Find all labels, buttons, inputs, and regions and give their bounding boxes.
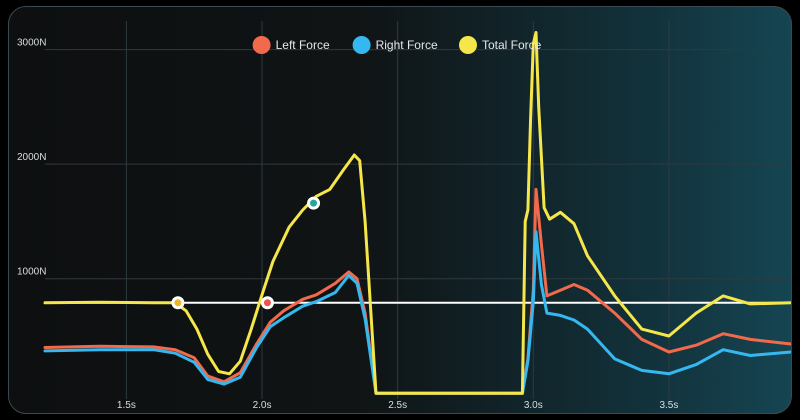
- legend-label: Left Force: [276, 38, 330, 52]
- event-markers: [171, 196, 321, 310]
- legend-swatch: [352, 36, 371, 54]
- series-lines: [43, 31, 791, 395]
- legend-swatch: [459, 36, 477, 54]
- series-line-right-force: [43, 230, 791, 395]
- y-tick-label: 1000N: [17, 267, 46, 278]
- force-chart: 1000N 2000N 3000N 1.5s 2.0s 2.5s 3.0s 3.5s Lef…: [17, 21, 791, 411]
- grid-lines: [45, 21, 791, 399]
- x-axis-ticks: 1.5s 2.0s 2.5s 3.0s 3.5s: [117, 400, 678, 411]
- event-marker-dot: [310, 199, 318, 207]
- x-tick-label: 3.5s: [659, 400, 678, 411]
- x-tick-label: 2.0s: [253, 400, 272, 411]
- legend-item[interactable]: Total Force: [459, 36, 542, 54]
- y-axis-ticks: 1000N 2000N 3000N: [17, 38, 46, 278]
- legend-label: Total Force: [482, 38, 542, 52]
- series-line-total-force: [43, 31, 791, 395]
- event-marker-dot: [174, 299, 182, 307]
- legend-item[interactable]: Right Force: [352, 36, 438, 54]
- x-tick-label: 2.5s: [388, 400, 407, 411]
- y-tick-label: 3000N: [17, 38, 46, 49]
- x-tick-label: 1.5s: [117, 400, 136, 411]
- chart-card: 1000N 2000N 3000N 1.5s 2.0s 2.5s 3.0s 3.5s Lef…: [8, 6, 792, 414]
- legend-swatch: [252, 36, 271, 54]
- event-marker-dot: [263, 299, 271, 307]
- legend-label: Right Force: [376, 38, 438, 52]
- y-tick-label: 2000N: [17, 152, 46, 163]
- series-line-left-force: [43, 187, 791, 395]
- legend-item[interactable]: Left Force: [252, 36, 330, 54]
- x-tick-label: 3.0s: [524, 400, 543, 411]
- legend[interactable]: Left Force Right Force Total Force: [252, 36, 542, 54]
